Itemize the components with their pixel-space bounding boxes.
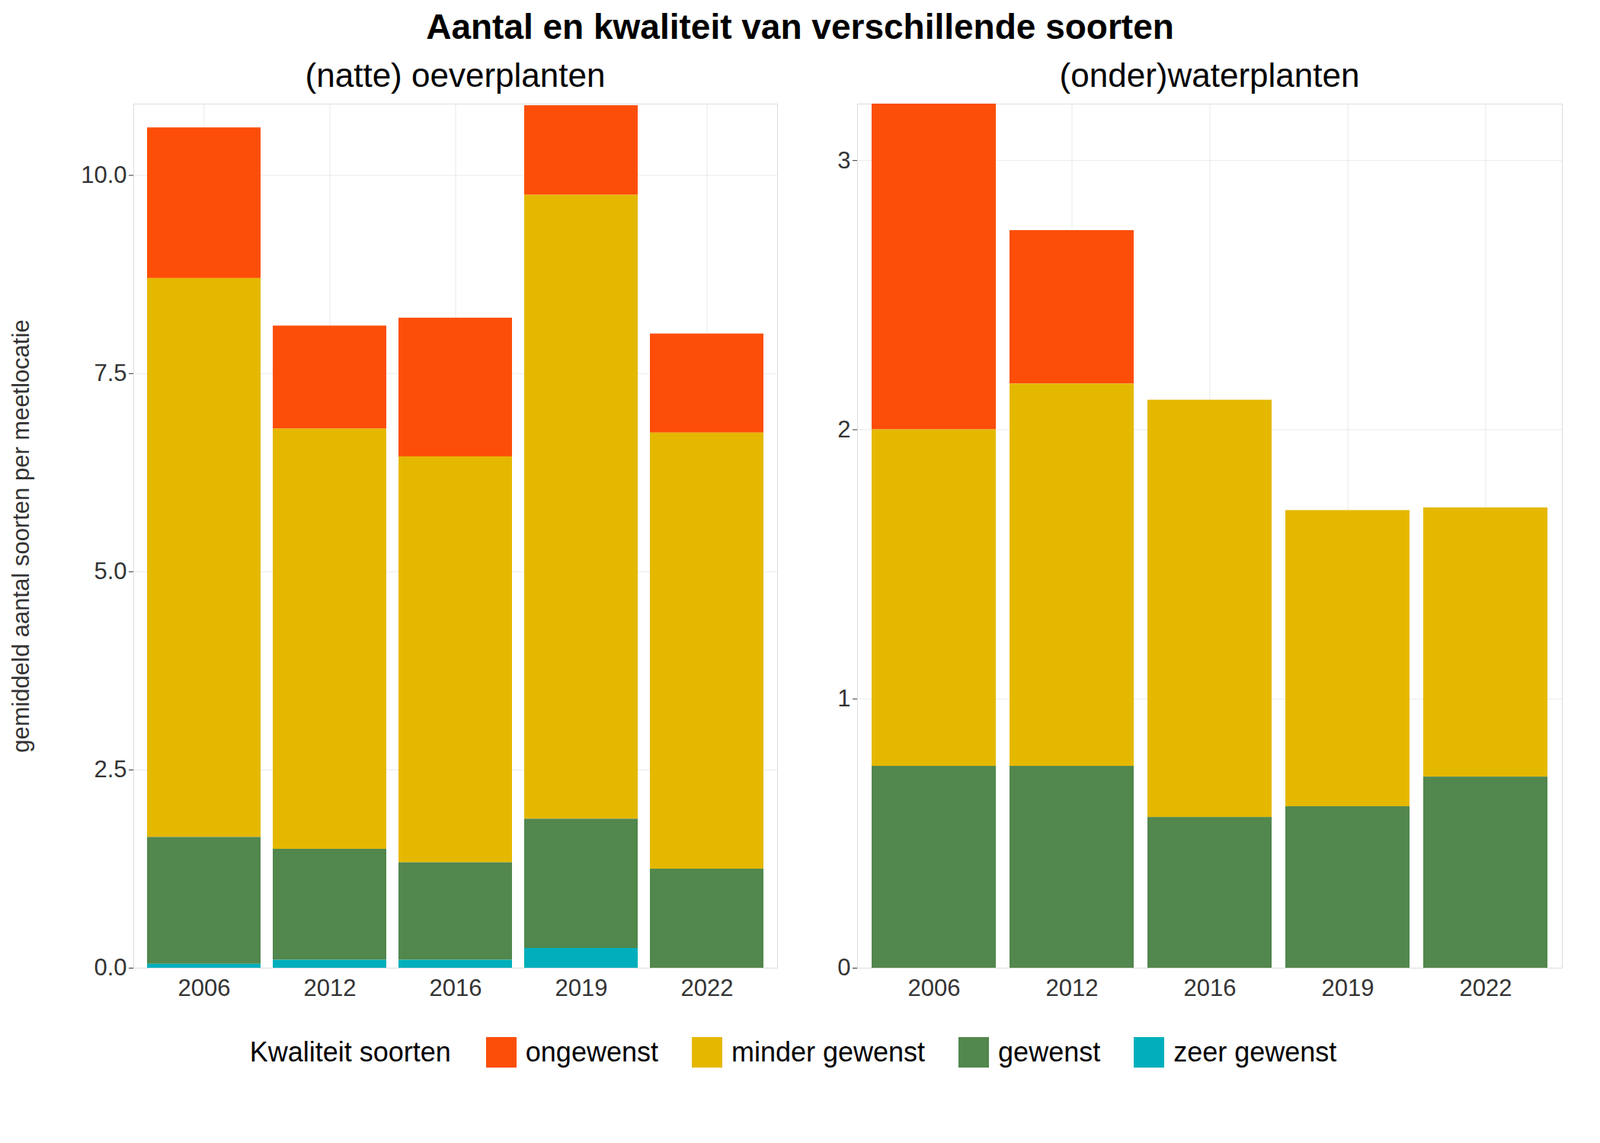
svg-text:2: 2: [837, 416, 851, 443]
svg-text:3: 3: [837, 147, 851, 174]
svg-text:0: 0: [837, 953, 851, 981]
html-text:Kwaliteit soorten: Kwaliteit soorten: [249, 1036, 451, 1068]
html-text:(onder)waterplanten: (onder)waterplanten: [1059, 56, 1360, 94]
html-text:(natte) oeverplanten: (natte) oeverplanten: [305, 56, 606, 94]
svg-text:7.5: 7.5: [93, 359, 127, 387]
svg-text:2016: 2016: [429, 974, 483, 1002]
html-text:gewenst: gewenst: [998, 1036, 1101, 1068]
svg-text:2.5: 2.5: [93, 755, 127, 783]
svg-text:2012: 2012: [1046, 974, 1099, 1002]
svg-text:2006: 2006: [178, 974, 231, 1002]
svg-text:2022: 2022: [1459, 974, 1513, 1002]
svg-text:gemiddeld aantal soorten per m: gemiddeld aantal soorten per meetlocatie: [7, 319, 35, 753]
svg-text:5.0: 5.0: [93, 557, 127, 585]
html-text:ongewenst: ongewenst: [525, 1036, 659, 1068]
svg-text:2019: 2019: [555, 974, 608, 1002]
html-text:zeer gewenst: zeer gewenst: [1173, 1036, 1337, 1068]
svg-text:10.0: 10.0: [80, 161, 127, 189]
svg-text:2012: 2012: [304, 974, 357, 1002]
html-text:Aantal en kwaliteit van versch: Aantal en kwaliteit van verschillende so…: [426, 6, 1174, 47]
html-text:minder gewenst: minder gewenst: [731, 1036, 926, 1068]
svg-text:0.0: 0.0: [93, 953, 127, 981]
svg-text:2022: 2022: [681, 974, 734, 1002]
svg-text:2019: 2019: [1321, 974, 1375, 1002]
svg-text:1: 1: [837, 684, 851, 712]
svg-text:2016: 2016: [1184, 974, 1237, 1002]
svg-text:2006: 2006: [908, 974, 961, 1002]
